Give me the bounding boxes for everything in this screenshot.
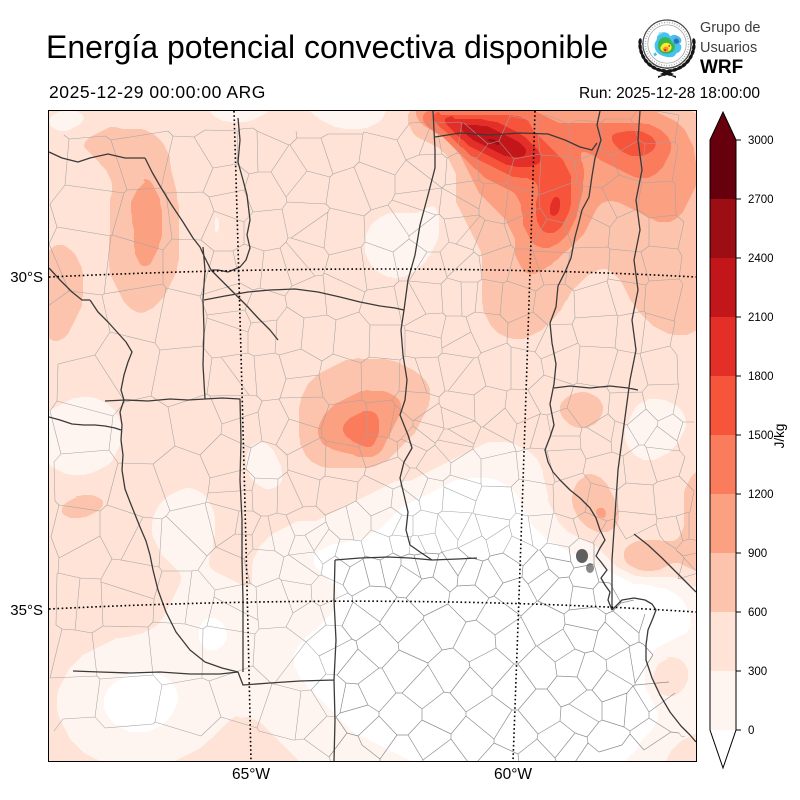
svg-text:Grupo de: Grupo de: [700, 20, 760, 36]
svg-text:Energía potencial convectiva d: Energía potencial convectiva disponible: [46, 29, 608, 65]
svg-text:600: 600: [748, 607, 767, 619]
svg-text:2400: 2400: [748, 253, 774, 265]
svg-text:900: 900: [748, 548, 767, 560]
svg-text:1800: 1800: [748, 371, 774, 383]
svg-text:Run: 2025-12-28 18:00:00: Run: 2025-12-28 18:00:00: [579, 85, 760, 102]
svg-text:300: 300: [748, 666, 767, 678]
svg-text:3000: 3000: [748, 135, 774, 147]
svg-text:1500: 1500: [748, 430, 774, 442]
svg-text:35°S: 35°S: [10, 602, 43, 619]
svg-text:2100: 2100: [748, 312, 774, 324]
svg-text:J/kg: J/kg: [772, 424, 787, 449]
svg-text:Usuarios: Usuarios: [700, 40, 757, 56]
svg-text:2025-12-29 00:00:00 ARG: 2025-12-29 00:00:00 ARG: [49, 82, 266, 102]
svg-text:WRF: WRF: [700, 57, 743, 78]
svg-text:60°W: 60°W: [494, 766, 532, 783]
svg-text:2700: 2700: [748, 194, 774, 206]
svg-text:0: 0: [748, 725, 754, 737]
svg-text:65°W: 65°W: [232, 766, 270, 783]
svg-text:1200: 1200: [748, 489, 774, 501]
svg-text:30°S: 30°S: [10, 269, 43, 286]
